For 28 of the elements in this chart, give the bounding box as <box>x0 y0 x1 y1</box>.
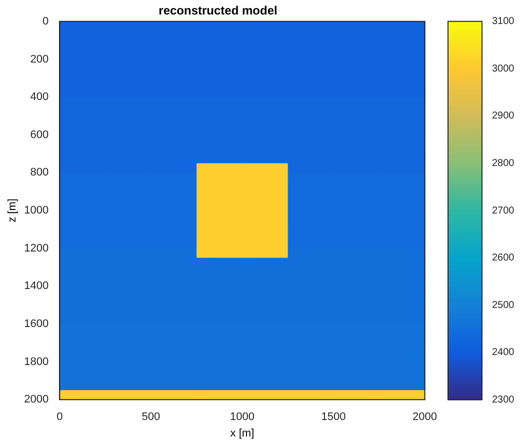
y-tick-label: 800 <box>30 166 49 179</box>
x-axis-title: x [m] <box>230 427 254 440</box>
x-tick-label: 0 <box>56 411 63 424</box>
y-tick-label: 1600 <box>24 318 49 330</box>
x-tick-label: 1000 <box>230 411 254 424</box>
color-bar-label: 2400 <box>492 347 515 358</box>
color-bar-label: 3000 <box>492 63 515 74</box>
x-tick-label: 2000 <box>412 411 438 424</box>
y-axis-title: z [m] <box>6 198 19 222</box>
color-bar-label: 2600 <box>492 252 515 264</box>
color-bar-label: 3100 <box>492 16 515 28</box>
y-tick-label: 0 <box>42 15 49 28</box>
color-bar-label: 2500 <box>492 300 515 311</box>
y-tick-label: 1400 <box>24 280 49 292</box>
chart-title: reconstructed model <box>158 4 278 18</box>
color-bar-label: 2800 <box>492 158 515 169</box>
color-bar-label: 2900 <box>492 110 515 122</box>
y-tick-label: 1800 <box>24 356 49 368</box>
color-bar-label: 2300 <box>492 394 515 406</box>
x-tick-label: 500 <box>142 411 160 424</box>
y-tick-label: 2000 <box>24 394 49 406</box>
y-tick-label: 1200 <box>24 242 49 254</box>
x-tick-label: 1500 <box>321 411 346 424</box>
y-tick-label: 600 <box>30 128 49 141</box>
y-tick-label: 400 <box>30 91 49 104</box>
y-tick-label: 200 <box>30 53 49 66</box>
y-tick-label: 1000 <box>24 204 49 217</box>
color-bar-label: 2700 <box>492 205 515 216</box>
